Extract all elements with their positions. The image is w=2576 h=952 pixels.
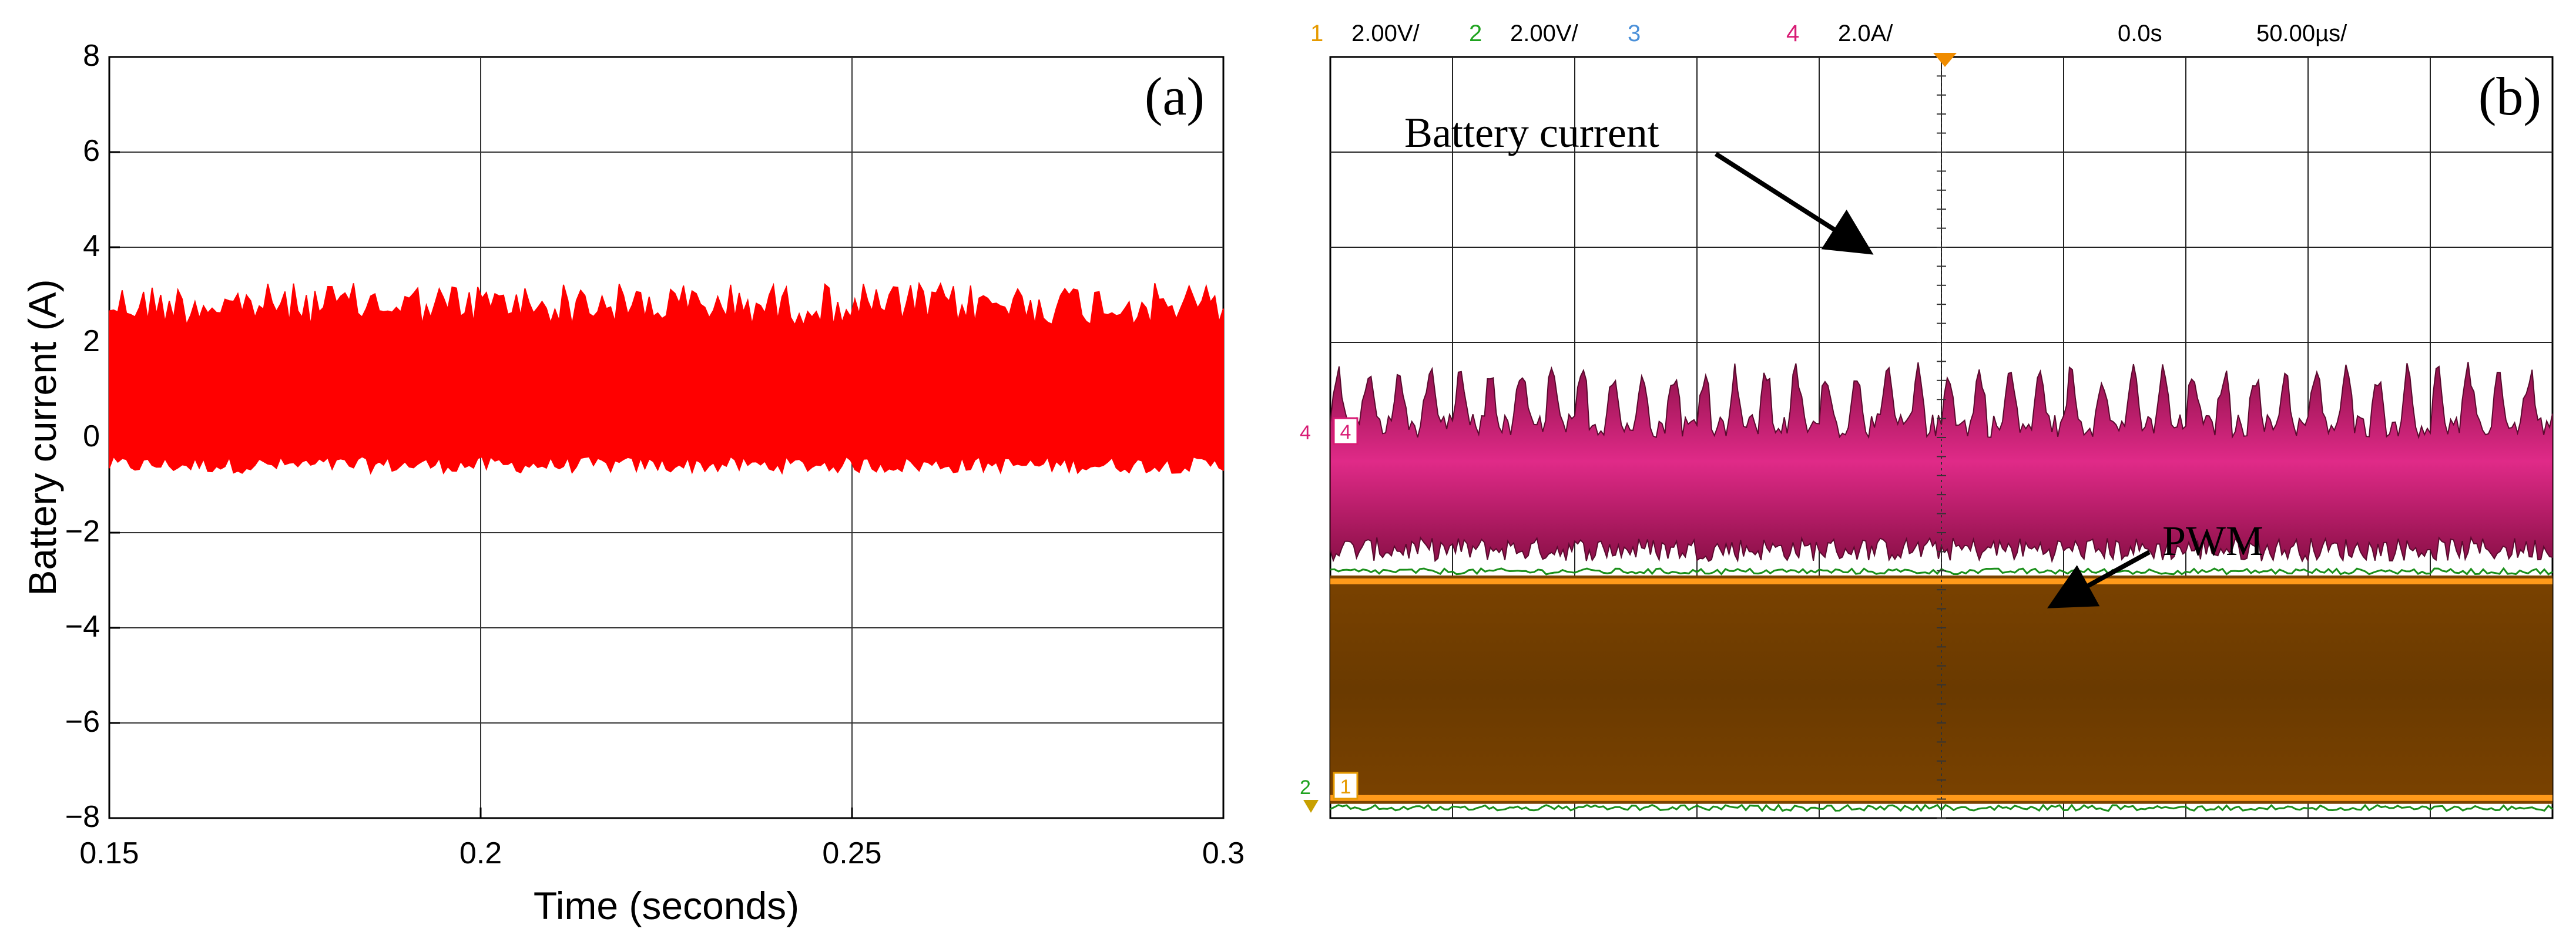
ch12-ground-marker: 2 <box>1300 776 1311 799</box>
y-tick-label: −2 <box>65 514 100 549</box>
time-scale: 50.00µs/ <box>2256 21 2347 46</box>
panel-a-y-axis-label: Battery current (A) <box>21 279 64 596</box>
pwm-band <box>1330 575 2552 804</box>
battery-current-arrow <box>1714 152 1874 255</box>
x-tick-label: 0.3 <box>1202 836 1245 870</box>
y-tick-label: 0 <box>83 419 100 453</box>
ch4-ground-marker: 4 <box>1300 422 1311 444</box>
ch3-number: 3 <box>1628 21 1641 46</box>
pwm-arrow <box>2047 550 2151 608</box>
panel-a-label: (a) <box>1145 66 1205 126</box>
y-tick-label: 4 <box>83 229 100 263</box>
ch4-number: 4 <box>1786 21 1799 46</box>
x-tick-label: 0.15 <box>79 836 139 870</box>
y-tick-label: −4 <box>65 610 100 644</box>
time-offset: 0.0s <box>2118 21 2162 46</box>
panel-b-label: (b) <box>2478 66 2541 126</box>
panel-b-pwm-trace <box>1330 567 2553 812</box>
y-tick-label: 8 <box>83 39 100 73</box>
x-tick-label: 0.2 <box>459 836 502 870</box>
y-tick-label: −6 <box>65 705 100 739</box>
y-tick-label: −8 <box>65 800 100 834</box>
ch12-ground-arrow <box>1303 800 1319 813</box>
ch1-offset-label: 1 <box>1340 776 1351 798</box>
battery-current-band <box>1330 362 2553 563</box>
panel-a-x-axis-label: Time (seconds) <box>534 884 799 927</box>
x-tick-label: 0.25 <box>822 836 881 870</box>
panel-b-header: 1 2.00V/ 2 2.00V/ 3 4 2.0A/ 0.0s 50.00µs… <box>1310 21 2347 46</box>
pwm-annotation: PWM <box>2162 517 2263 564</box>
ch4-offset-label: 4 <box>1340 421 1351 443</box>
panel-b-oscilloscope: 1 2.00V/ 2 2.00V/ 3 4 2.0A/ 0.0s 50.00µs… <box>1300 21 2554 819</box>
ch1-scale: 2.00V/ <box>1351 21 1420 46</box>
ch2-scale: 2.00V/ <box>1510 21 1579 46</box>
panel-b-battery-current-trace <box>1330 362 2553 563</box>
panel-a-battery-current-trace <box>109 281 1224 475</box>
ch4-scale: 2.0A/ <box>1838 21 1893 46</box>
panel-a-y-ticks: 8 6 4 2 0 −2 −4 −6 −8 <box>65 39 100 834</box>
battery-current-annotation: Battery current <box>1404 109 1659 156</box>
battery-current-ripple <box>109 281 1224 475</box>
ch2-number: 2 <box>1469 21 1482 46</box>
panel-a-chart: 8 6 4 2 0 −2 −4 −6 −8 0.15 0.2 0.25 0.3 … <box>21 39 1245 927</box>
ch1-number: 1 <box>1310 21 1323 46</box>
ch4-offset-box <box>1333 417 1359 445</box>
y-tick-label: 2 <box>83 324 100 358</box>
y-tick-label: 6 <box>83 134 100 168</box>
panel-a-x-ticks: 0.15 0.2 0.25 0.3 <box>79 836 1245 870</box>
ch1-offset-box <box>1333 772 1359 800</box>
trigger-marker <box>1933 53 1957 67</box>
panel-b-center-axis <box>1937 56 1946 819</box>
